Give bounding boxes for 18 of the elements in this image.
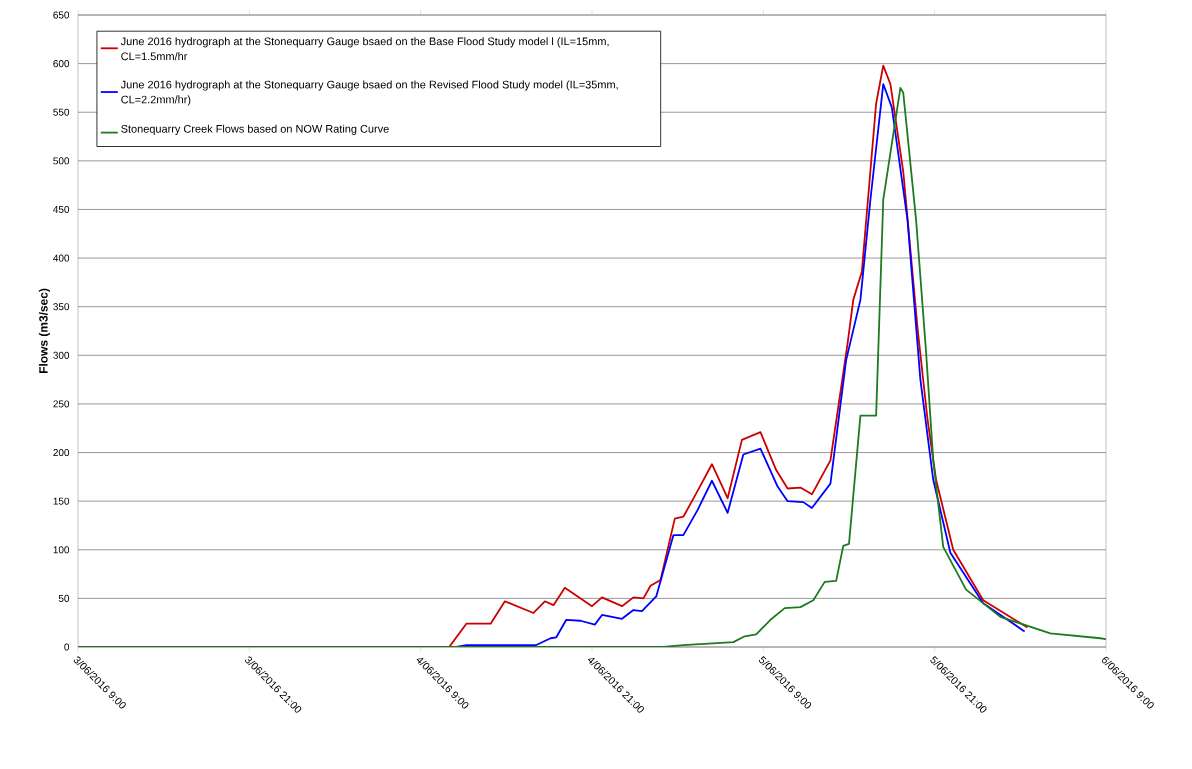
- y-tick-label: 300: [53, 351, 70, 359]
- y-tick-label: 650: [53, 11, 70, 19]
- legend-label: June 2016 hydrograph at the Stonequarry Gauge bsaed on the Revised Flood Study model (IL=35mm, CL=2.2mm/hr): [120, 80, 618, 106]
- y-tick-label: 400: [53, 254, 70, 262]
- legend-label: Stonequarry Creek Flows based on NOW Rating Curve: [121, 124, 389, 135]
- y-tick-label: 50: [58, 594, 70, 602]
- y-tick-label: 500: [53, 157, 70, 165]
- y-tick-label: 150: [53, 497, 70, 505]
- y-tick-label: 450: [53, 205, 70, 213]
- y-tick-label: 600: [53, 60, 70, 68]
- y-tick-label: 550: [53, 108, 70, 116]
- y-axis-title: Flows (m3/sec): [38, 288, 51, 374]
- y-tick-label: 200: [53, 449, 70, 457]
- legend-label: June 2016 hydrograph at the Stonequarry Gauge bsaed on the Base Flood Study model l (IL=15mm, CL=1.5mm/hr: [120, 37, 609, 61]
- y-tick-label: 250: [53, 400, 70, 408]
- y-tick-label: 100: [53, 546, 70, 554]
- y-tick-label: 350: [53, 303, 70, 311]
- y-tick-label: 0: [64, 643, 70, 651]
